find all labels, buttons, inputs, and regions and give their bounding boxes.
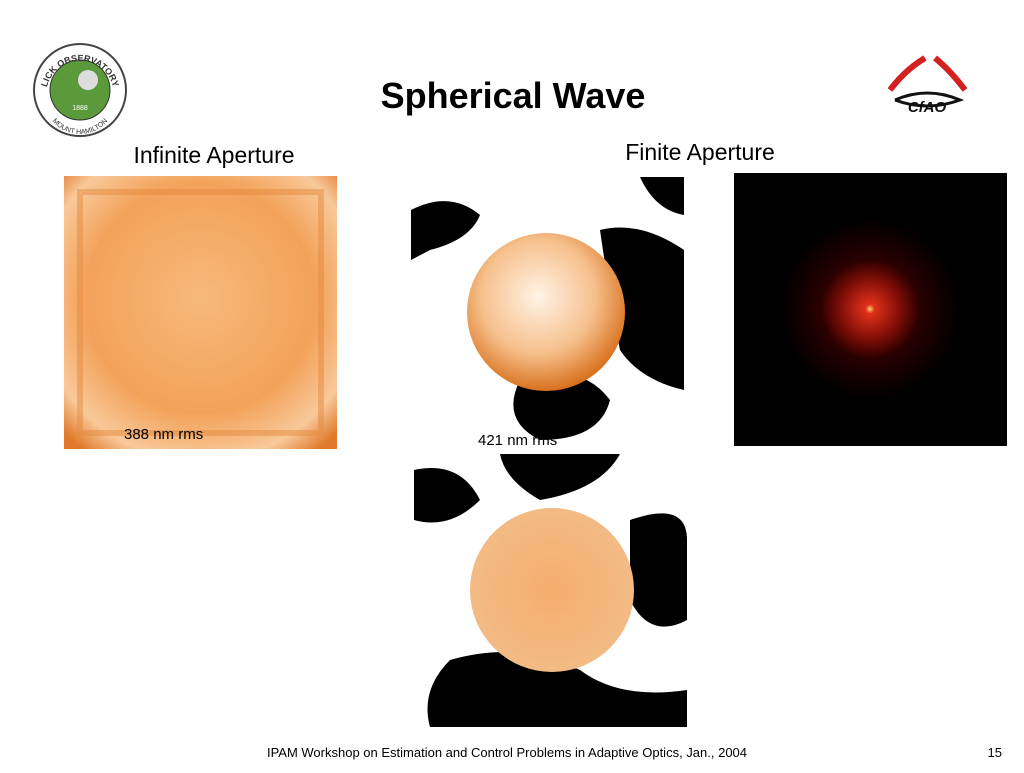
aperture [470,508,634,672]
image-blob [630,513,687,627]
logo-swoosh [894,91,965,108]
slide-title: Spherical Wave [381,75,646,116]
image-texture [77,189,324,436]
psf-halo [780,219,960,399]
image-label: 155 nm rms [467,708,546,725]
logo-dome [78,70,98,90]
image-label: 421 nm rms [478,432,557,449]
page-number: 15 [988,745,1002,760]
section-heading: Infinite Aperture [133,142,294,168]
cfao-logo: CfAO [887,55,968,116]
image-blob [640,177,684,215]
phase-image [414,454,687,727]
footer-text: IPAM Workshop on Estimation and Control … [267,745,747,760]
logo-beam [933,55,968,92]
phase-image [64,176,337,449]
image-blob [600,227,684,390]
phase-image [411,177,684,450]
image-blob [411,201,480,260]
image-blob [414,468,480,523]
logo-beam [887,55,927,92]
logo-text: CfAO [908,99,947,116]
image-blob [427,652,687,727]
logo-year: 1888 [72,105,88,112]
image-label: 388 nm rms [124,426,203,443]
image-blob [500,454,620,500]
section-heading: Finite Aperture [625,139,775,165]
aperture [467,233,625,391]
lick-logo: LICK OBSERVATORY MOUNT HAMILTON 1888 [33,43,127,137]
